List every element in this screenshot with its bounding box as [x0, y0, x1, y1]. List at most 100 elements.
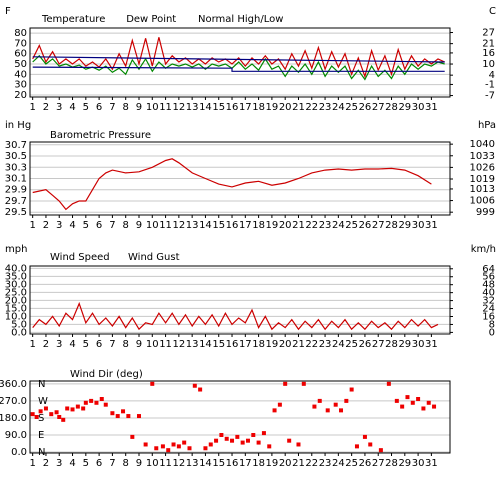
x-tick-label: 23: [319, 220, 332, 231]
x-tick-label: 17: [239, 220, 252, 231]
x-tick-label: 13: [186, 220, 199, 231]
y-tick-label: 25.0: [5, 287, 27, 298]
data-point: [54, 410, 59, 415]
x-tick-label: 25: [345, 458, 358, 469]
data-point: [34, 415, 39, 419]
data-point: [187, 446, 192, 451]
y-tick-label: 360.0: [0, 379, 27, 390]
data-point: [65, 406, 70, 411]
x-tick-label: 16: [226, 102, 239, 113]
x-tick-label: 12: [172, 220, 185, 231]
data-point: [283, 381, 288, 386]
x-tick-label: 22: [305, 220, 318, 231]
y2-tick-label: 1013: [470, 184, 495, 195]
y-tick-label: 270.0: [0, 396, 27, 407]
data-point: [240, 440, 245, 445]
x-tick-label: 31: [425, 339, 438, 350]
legend-entry: Normal High/Low: [198, 14, 283, 25]
data-point: [410, 400, 415, 405]
data-point: [136, 414, 141, 419]
x-tick-label: 3: [56, 220, 62, 231]
x-tick-label: 14: [199, 339, 212, 350]
data-point: [235, 434, 240, 439]
x-tick-label: 21: [292, 220, 305, 231]
y2-tick-label: -1: [485, 79, 495, 90]
x-tick-label: 24: [332, 339, 345, 350]
y-axis-label: in Hg: [5, 120, 31, 131]
x-tick-label: 28: [385, 339, 398, 350]
data-point: [115, 414, 120, 419]
x-tick-label: 26: [359, 339, 372, 350]
data-point: [38, 409, 43, 414]
data-point: [198, 387, 203, 392]
x-tick-label: 18: [252, 220, 265, 231]
x-tick-label: 31: [425, 220, 438, 231]
x-tick-label: 11: [159, 220, 172, 231]
y2-tick-label: 16: [482, 48, 495, 59]
data-point: [192, 383, 197, 388]
data-point: [317, 398, 322, 403]
data-line: [32, 66, 445, 72]
x-tick-label: 10: [146, 458, 159, 469]
x-tick-label: 9: [136, 220, 142, 231]
x-tick-label: 12: [172, 458, 185, 469]
y-tick-label: 20: [14, 90, 27, 101]
x-tick-label: 7: [109, 458, 115, 469]
data-point: [301, 381, 306, 386]
data-point: [344, 398, 349, 403]
data-point: [354, 444, 359, 449]
x-tick-label: 24: [332, 220, 345, 231]
data-point: [224, 436, 229, 441]
y2-tick-label: 8: [489, 319, 495, 330]
y-tick-label: 40: [14, 69, 27, 80]
data-point: [333, 402, 338, 407]
x-tick-label: 16: [226, 220, 239, 231]
y-tick-label: 29.9: [5, 185, 27, 196]
y-tick-label: 30: [14, 80, 27, 91]
x-tick-label: 29: [398, 102, 411, 113]
data-point: [272, 408, 277, 413]
x-tick-label: 14: [199, 220, 212, 231]
y2-tick-label: 40: [482, 288, 495, 299]
data-point: [312, 404, 317, 409]
x-tick-label: 15: [212, 458, 225, 469]
x-tick-label: 28: [385, 102, 398, 113]
x-tick-label: 8: [123, 102, 129, 113]
data-point: [362, 434, 367, 439]
y2-tick-label: 1006: [470, 196, 495, 207]
x-tick-label: 30: [412, 102, 425, 113]
data-point: [75, 404, 80, 409]
data-point: [182, 440, 187, 445]
legend-entry: Temperature: [41, 14, 105, 25]
data-point: [267, 444, 272, 449]
x-tick-label: 31: [425, 102, 438, 113]
plot-area: [30, 381, 450, 453]
x-tick-label: 3: [56, 339, 62, 350]
x-tick-label: 31: [425, 458, 438, 469]
x-tick-label: 20: [279, 220, 292, 231]
data-point: [426, 400, 431, 405]
y-tick-label: 5.0: [11, 319, 27, 330]
x-tick-label: 13: [186, 339, 199, 350]
x-tick-label: 5: [83, 339, 89, 350]
y2-tick-label: 64: [482, 264, 495, 275]
x-tick-label: 20: [279, 458, 292, 469]
data-line: [32, 56, 445, 63]
data-point: [378, 448, 383, 453]
x-tick-label: 3: [56, 102, 62, 113]
y2-tick-label: 27: [482, 28, 495, 39]
data-point: [150, 381, 155, 386]
y-tick-label: 0.0: [11, 327, 27, 338]
y-tick-label: 30.1: [5, 174, 27, 185]
data-point: [245, 438, 250, 443]
data-point: [30, 412, 35, 417]
y-tick-label: 10.0: [5, 311, 27, 322]
x-tick-label: 19: [266, 458, 279, 469]
x-tick-label: 16: [226, 458, 239, 469]
data-point: [160, 444, 165, 449]
data-point: [70, 407, 75, 412]
x-tick-label: 14: [199, 458, 212, 469]
plot-frame: [29, 141, 451, 216]
x-tick-label: 2: [43, 102, 49, 113]
y2-tick-label: 1019: [470, 174, 495, 185]
